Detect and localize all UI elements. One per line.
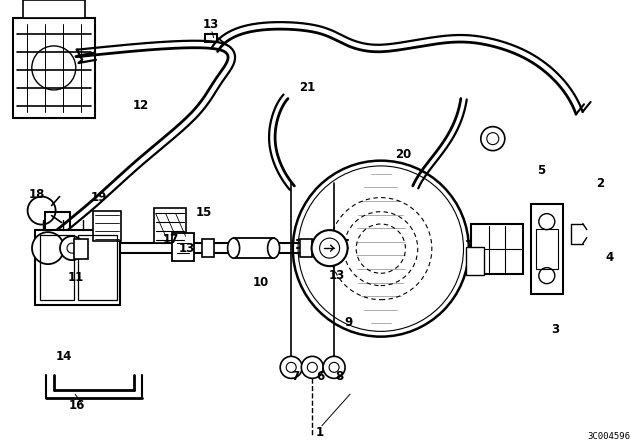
Text: 9: 9 xyxy=(345,316,353,329)
Bar xyxy=(74,239,88,259)
Text: 16: 16 xyxy=(68,399,85,412)
Circle shape xyxy=(312,230,348,266)
Text: 4: 4 xyxy=(605,251,613,264)
Bar xyxy=(531,204,563,293)
Text: 3C004596: 3C004596 xyxy=(588,432,630,441)
Text: 13: 13 xyxy=(203,18,220,31)
Text: 2: 2 xyxy=(596,177,604,190)
Bar xyxy=(466,247,484,275)
Text: 1: 1 xyxy=(316,426,324,439)
Text: 10: 10 xyxy=(253,276,269,289)
Ellipse shape xyxy=(228,238,239,258)
Text: 11: 11 xyxy=(67,271,84,284)
Text: 13: 13 xyxy=(179,242,195,255)
Text: 13: 13 xyxy=(328,269,345,282)
Text: 12: 12 xyxy=(132,99,149,112)
Bar xyxy=(172,233,193,261)
Bar xyxy=(23,0,84,18)
Bar xyxy=(13,18,95,118)
Text: 20: 20 xyxy=(395,148,412,161)
Circle shape xyxy=(280,356,302,379)
Ellipse shape xyxy=(268,238,280,258)
Bar xyxy=(154,208,186,243)
Circle shape xyxy=(60,236,84,260)
Text: 17: 17 xyxy=(163,233,179,246)
Text: 19: 19 xyxy=(91,190,108,204)
Bar xyxy=(35,230,120,305)
Bar xyxy=(471,224,523,274)
Text: 5: 5 xyxy=(537,164,545,177)
Bar xyxy=(234,238,274,258)
Bar xyxy=(79,235,116,300)
Bar xyxy=(300,239,312,257)
Bar xyxy=(202,239,214,257)
Circle shape xyxy=(301,356,323,379)
Text: 15: 15 xyxy=(195,206,212,220)
Text: 18: 18 xyxy=(29,188,45,202)
Bar xyxy=(536,228,558,269)
Text: 7: 7 xyxy=(292,370,300,383)
Text: 8: 8 xyxy=(335,370,343,383)
Bar xyxy=(93,211,121,241)
Text: 6: 6 xyxy=(316,370,324,383)
Text: 14: 14 xyxy=(56,349,72,363)
Text: 21: 21 xyxy=(299,81,316,94)
Circle shape xyxy=(32,232,64,264)
Bar xyxy=(40,235,74,300)
Circle shape xyxy=(323,356,345,379)
Text: 3: 3 xyxy=(552,323,559,336)
